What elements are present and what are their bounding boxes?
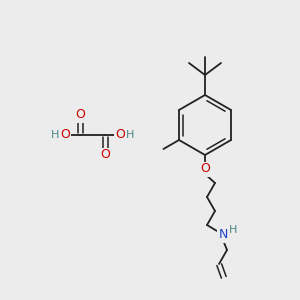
- Text: N: N: [218, 229, 228, 242]
- Text: H: H: [229, 225, 237, 235]
- Text: O: O: [100, 148, 110, 161]
- Text: O: O: [115, 128, 125, 142]
- Text: O: O: [60, 128, 70, 142]
- Text: O: O: [75, 109, 85, 122]
- Text: H: H: [51, 130, 59, 140]
- Text: H: H: [126, 130, 134, 140]
- Text: O: O: [200, 163, 210, 176]
